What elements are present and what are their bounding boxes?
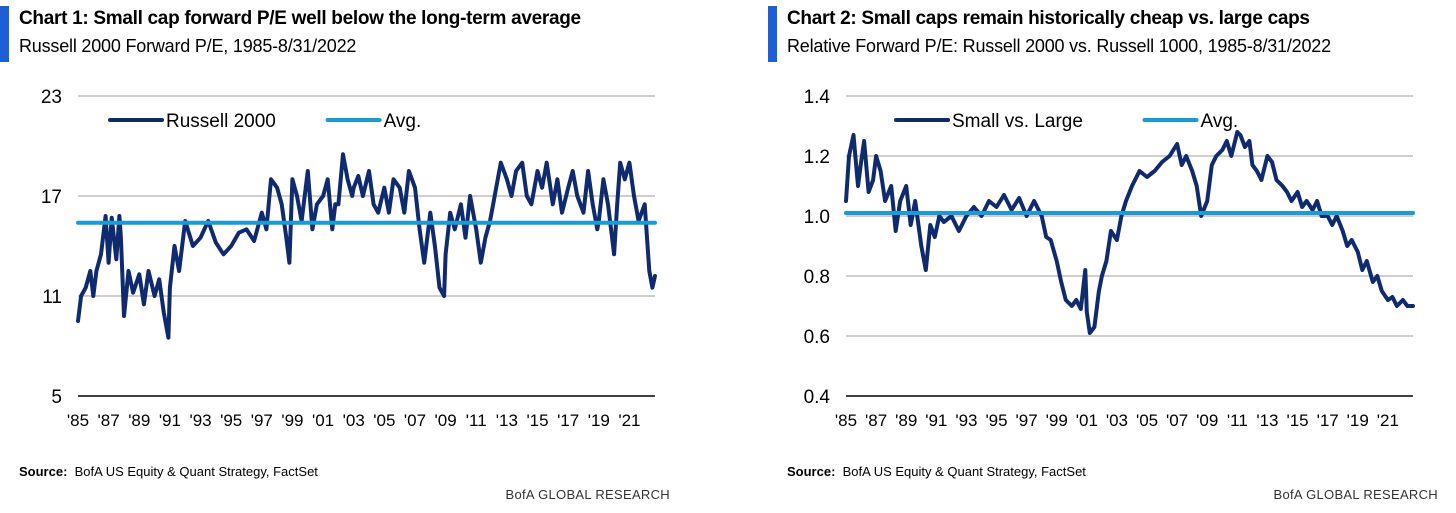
x-tick-label: '03 xyxy=(1106,411,1128,430)
chart-panel-2: Chart 2: Small caps remain historically … xyxy=(768,0,1456,513)
x-tick-label: '99 xyxy=(281,411,303,430)
x-tick-label: '07 xyxy=(404,411,426,430)
x-tick-label: '09 xyxy=(1196,411,1218,430)
chart-title: Chart 2: Small caps remain historically … xyxy=(787,8,1310,29)
x-tick-label: '17 xyxy=(1317,411,1339,430)
source-text: BofA US Equity & Quant Strategy, FactSet xyxy=(74,464,318,479)
y-tick-label: 0.6 xyxy=(804,327,830,348)
source-text: BofA US Equity & Quant Strategy, FactSet xyxy=(842,464,1086,479)
x-tick-label: '13 xyxy=(496,411,518,430)
y-tick-label: 1.0 xyxy=(804,207,830,228)
chart-plot-2: 1.4 1.2 1.0 0.8 0.6 0.4'85 '87 '89 '91 '93 '95 '97 '… xyxy=(804,87,1415,430)
source-note: Source: BofA US Equity & Quant Strategy,… xyxy=(787,464,1086,479)
chart-subtitle: Russell 2000 Forward P/E, 1985-8/31/2022 xyxy=(19,36,357,56)
y-tick-label: 0.4 xyxy=(804,387,831,408)
source-label: Source: xyxy=(787,464,836,479)
x-tick-label: '01 xyxy=(312,411,334,430)
x-tick-label: '05 xyxy=(1136,411,1158,430)
x-tick-label: '87 xyxy=(865,411,887,430)
chart-plot-1: 23 17 11 5 '85 '87 '89 '91 '93 '95 '97 '99 '01 '03 '05… xyxy=(41,87,657,430)
legend-label: Avg. xyxy=(384,111,422,132)
x-tick-label: '17 xyxy=(557,411,579,430)
chart-panel-1: Chart 1: Small cap forward P/E well belo… xyxy=(0,0,700,513)
chart-title: Chart 1: Small cap forward P/E well belo… xyxy=(19,8,581,29)
x-tick-label: '89 xyxy=(895,411,917,430)
y-tick-label: 17 xyxy=(41,187,62,208)
legend-label: Avg. xyxy=(1201,111,1239,132)
x-tick-label: '03 xyxy=(343,411,365,430)
x-tick-label: '97 xyxy=(1016,411,1038,430)
y-tick-label: 11 xyxy=(42,287,62,308)
x-tick-label: '97 xyxy=(251,411,273,430)
x-tick-label: '11 xyxy=(466,411,487,430)
x-tick-label: '05 xyxy=(373,411,395,430)
x-tick-label: '15 xyxy=(526,411,548,430)
x-tick-label: '09 xyxy=(435,411,457,430)
x-tick-label: '95 xyxy=(220,411,242,430)
x-tick-label: '87 xyxy=(98,411,120,430)
legend-label: Russell 2000 xyxy=(166,111,276,132)
legend-label: Small vs. Large xyxy=(952,111,1083,132)
brand-label: BofA GLOBAL RESEARCH xyxy=(1273,487,1438,502)
y-tick-label: 5 xyxy=(51,387,62,408)
x-tick-label: '93 xyxy=(189,411,211,430)
x-tick-label: '13 xyxy=(1256,411,1278,430)
chart-subtitle: Relative Forward P/E: Russell 2000 vs. R… xyxy=(787,36,1331,56)
source-label: Source: xyxy=(19,464,68,479)
y-tick-label: 23 xyxy=(41,87,62,108)
x-tick-label: '11 xyxy=(1227,411,1248,430)
x-tick-label: '95 xyxy=(985,411,1007,430)
x-tick-label: '07 xyxy=(1166,411,1188,430)
x-tick-label: '89 xyxy=(128,411,150,430)
series-line xyxy=(76,152,657,340)
title-accent-bar xyxy=(768,6,777,62)
x-tick-label: '19 xyxy=(588,411,610,430)
brand-label: BofA GLOBAL RESEARCH xyxy=(505,487,670,502)
x-tick-label: '91 xyxy=(159,411,181,430)
y-tick-label: 1.2 xyxy=(804,147,830,168)
x-tick-label: '19 xyxy=(1347,411,1369,430)
x-tick-label: '85 xyxy=(67,411,89,430)
source-note: Source: BofA US Equity & Quant Strategy,… xyxy=(19,464,318,479)
x-tick-label: '21 xyxy=(618,411,640,430)
x-tick-label: '15 xyxy=(1286,411,1308,430)
series-line xyxy=(844,130,1415,335)
x-tick-label: '21 xyxy=(1377,411,1399,430)
x-tick-label: '01 xyxy=(1076,411,1098,430)
x-tick-label: '93 xyxy=(955,411,977,430)
x-tick-label: '85 xyxy=(835,411,857,430)
x-tick-label: '91 xyxy=(925,411,947,430)
y-tick-label: 1.4 xyxy=(804,87,831,108)
x-tick-label: '99 xyxy=(1046,411,1068,430)
y-tick-label: 0.8 xyxy=(804,267,830,288)
title-accent-bar xyxy=(0,6,9,62)
